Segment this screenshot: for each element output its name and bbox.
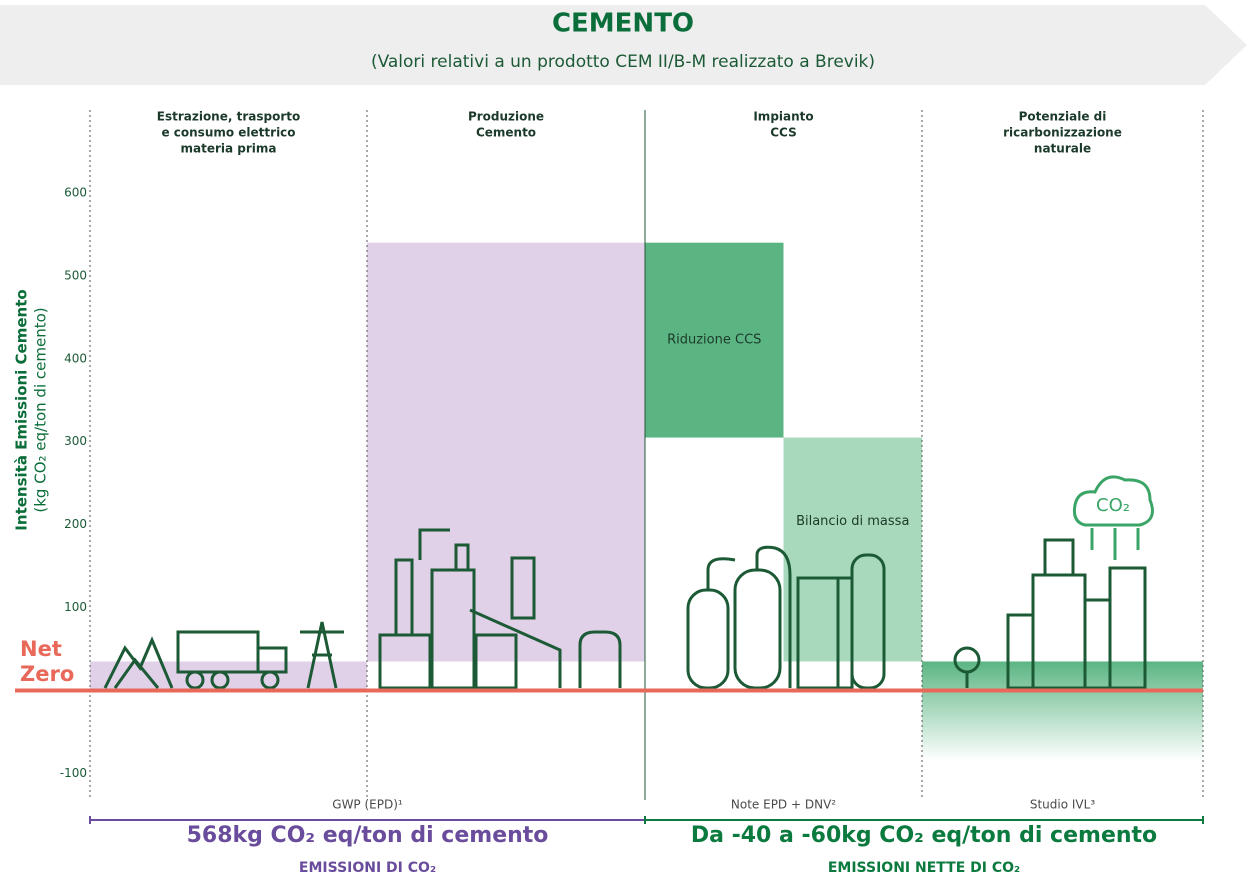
y-tick-label: 600 [64,185,87,199]
column-header: Potenziale di [1019,110,1107,124]
icon-tank [733,568,782,690]
column-header: Produzione [468,110,544,124]
illustrations: CO₂ [103,475,1154,690]
y-unit-label: (kg CO₂ eq/ton di cemento) [32,307,50,512]
icon-wheel [260,670,280,690]
icon-cloud [1073,475,1154,527]
source-label: Note EPD + DNV² [731,798,836,812]
column-header: e consumo elettrico [161,126,295,140]
bar [367,242,645,662]
summary-value: 568kg CO₂ eq/ton di cemento [187,823,549,848]
icon-chimney [394,558,414,637]
icon-wheel [185,670,205,690]
column-header: Impianto [753,110,813,124]
source-label: GWP (EPD)¹ [332,798,403,812]
zero-label: Zero [20,662,74,686]
column-header: CCS [770,126,796,140]
y-tick-label: 100 [64,600,87,614]
column-header: Cemento [476,126,536,140]
icon-silo [850,553,886,690]
bar-label: Riduzione CCS [667,333,761,348]
bar [645,242,784,438]
icon-conveyor [469,608,562,688]
column-header: materia prima [180,142,276,156]
y-tick-label: 200 [64,517,87,531]
chart-subtitle: (Valori relativi a un prodotto CEM II/B-… [371,52,875,72]
icon-pipe [755,545,792,688]
summary-label: EMISSIONI NETTE DI CO₂ [828,860,1020,876]
y-tick-label: 300 [64,434,87,448]
icon-wheel [210,670,230,690]
bars: Riduzione CCS Bilancio di massa [90,242,1203,761]
zero-label: Net [20,637,62,661]
icon-silo [510,556,536,620]
bar-label: Bilancio di massa [796,514,909,529]
icon-smoke [418,528,450,560]
y-tick-label: -100 [60,766,87,780]
icon-building [1108,566,1147,690]
icon-pipe [578,630,622,688]
icon-text: CO₂ [1096,495,1130,516]
y-label: Intensità Emissioni Cemento [13,289,31,530]
bar [922,661,1203,761]
y-tick-label: 400 [64,351,87,365]
source-label: Studio IVL³ [1030,798,1095,812]
icon-mountain [113,657,160,689]
icon-pipe [706,557,736,590]
icon-building [430,568,476,690]
column-header: ricarbonizzazione [1003,126,1122,140]
icon-pylon [306,621,338,689]
y-axis-title: Intensità Emissioni Cemento (kg CO₂ eq/t… [13,289,50,530]
summary-value: Da -40 a -60kg CO₂ eq/ton di cemento [691,823,1157,848]
icon-tank [686,588,730,690]
icon-building [1043,538,1075,577]
column-header: Estrazione, trasporto [157,110,300,124]
column-header: naturale [1034,142,1091,156]
summary-label: EMISSIONI DI CO₂ [299,860,436,876]
icon-chimney [454,543,470,572]
title-banner [0,5,1247,85]
y-tick-label: 500 [64,268,87,282]
icon-building [474,633,518,690]
chart-title: CEMENTO [552,9,694,39]
